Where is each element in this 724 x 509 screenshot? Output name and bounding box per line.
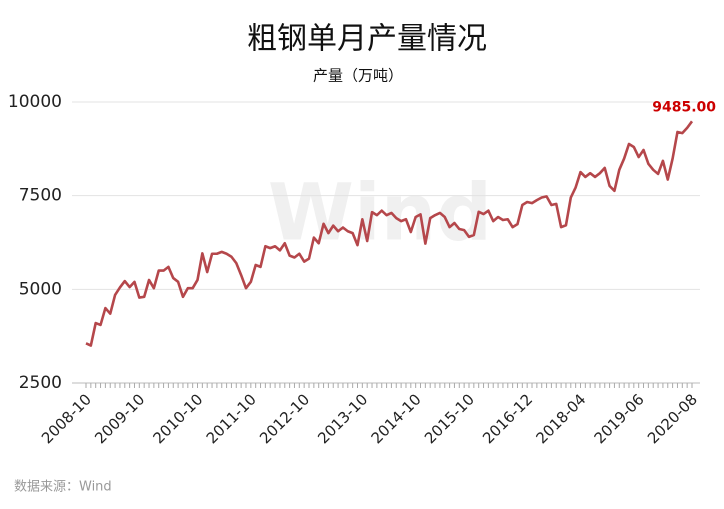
data-line [85, 120, 694, 347]
y-tick-label: 10000 [8, 92, 62, 112]
chart-title: 粗钢单月产量情况 [247, 22, 487, 57]
chart-subtitle: 产量（万吨） [313, 67, 403, 85]
value-label: 9485.00 [652, 99, 716, 115]
y-tick-label: 7500 [19, 186, 62, 206]
source-note: 数据来源：Wind [14, 480, 112, 495]
y-tick-label: 5000 [19, 279, 62, 299]
y-tick-label: 2500 [19, 373, 62, 393]
